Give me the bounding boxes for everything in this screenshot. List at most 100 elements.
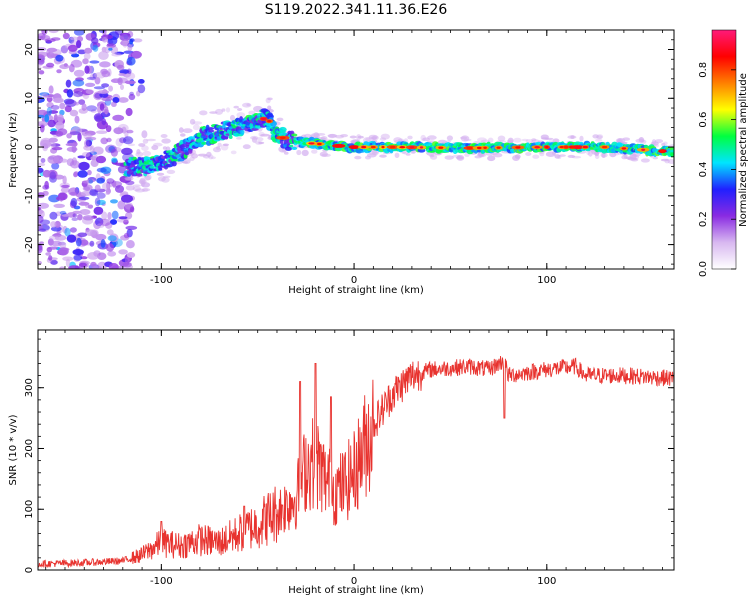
noise-blob [62,256,74,262]
halo-blob [160,134,168,138]
core-peak [574,145,581,149]
ridge-blob [251,127,259,131]
core-peak [515,146,521,149]
halo-blob [141,145,149,151]
noise-blob [47,155,59,164]
noise-blob [76,40,82,49]
halo-blob [641,139,647,144]
halo-blob [267,97,273,101]
noise-blob [118,249,128,255]
noise-blob [99,61,111,68]
halo-blob [552,138,560,143]
noise-blob [98,30,106,33]
core-peak [260,117,267,121]
noise-blob [59,64,70,70]
ridge-blob [224,136,229,140]
noise-blob [53,114,59,123]
noise-blob [121,147,133,155]
halo-blob [531,138,537,142]
noise-blob [38,121,49,127]
halo-blob [161,138,171,144]
noise-blob [38,207,41,211]
halo-blob [210,156,216,160]
noise-blob [69,109,79,117]
ridge-blob [473,149,479,154]
noise-blob [40,124,45,133]
noise-blob [105,243,115,252]
x-tick-label: -100 [150,576,173,587]
core-peak [496,146,501,149]
noise-blob [125,185,135,191]
halo-blob [664,158,670,164]
y-tick-label: 0 [24,567,35,573]
core-peak [564,145,569,149]
noise-blob [62,175,67,185]
halo-blob [640,158,650,163]
core-peak [399,146,406,149]
ridge-blob [291,133,298,137]
halo-blob [208,154,214,160]
noise-blob [89,240,95,247]
noise-blob [124,256,130,264]
halo-blob [532,154,540,159]
noise-blob [53,97,64,104]
y-tick-label: 20 [24,43,35,56]
noise-blob [123,219,129,225]
ridge-blob [171,161,177,167]
halo-blob [652,156,658,160]
noise-blob [95,155,107,164]
noise-blob [39,34,51,41]
noise-blob [72,213,78,218]
noise-blob [72,79,85,87]
core-peak [438,146,444,149]
halo-blob [559,154,566,157]
halo-blob [166,169,176,174]
halo-blob [592,134,599,139]
halo-blob [222,143,229,147]
ridge-blob [288,144,294,148]
noise-blob [126,68,132,75]
halo-blob [335,134,344,139]
noise-blob [38,65,42,71]
x-tick-label: 100 [537,275,556,286]
halo-blob [246,103,251,107]
noise-blob [82,186,91,192]
halo-blob [189,118,196,125]
noise-blob [93,113,104,122]
noise-blob [101,118,107,126]
halo-blob [135,151,144,158]
noise-blob [79,262,87,268]
noise-blob [95,217,104,227]
noise-blob [53,203,65,208]
noise-blob [100,137,108,145]
noise-blob [83,184,93,191]
ridge-blob [158,167,163,171]
halo-blob [354,155,362,160]
noise-blob [68,187,79,196]
spectrogram-frame [37,29,675,270]
noise-blob [93,206,104,215]
ridge-blob [208,127,215,130]
noise-blob [66,234,77,243]
noise-blob [130,50,142,59]
noise-blob [48,85,54,94]
noise-blob [88,179,94,184]
y-tick-label: 300 [24,378,35,397]
snr-axes: -100 0 100 0 100 200 300 [24,330,674,587]
noise-blob [72,249,84,256]
noise-blob [84,139,90,148]
noise-blob [113,127,124,135]
noise-blob [96,177,105,184]
halo-blob [321,153,331,157]
noise-blob [106,43,116,48]
snr-ylabel: SNR (10 * v/v) [8,414,19,485]
halo-blob [327,133,338,138]
noise-blob [41,30,48,36]
halo-blob [554,154,561,159]
halo-blob [595,138,603,142]
noise-blob [46,102,54,108]
core-peak [602,145,608,149]
noise-blob [96,223,105,229]
figure-title: S119.2022.341.11.36.E26 [265,2,448,18]
halo-blob [513,137,522,143]
